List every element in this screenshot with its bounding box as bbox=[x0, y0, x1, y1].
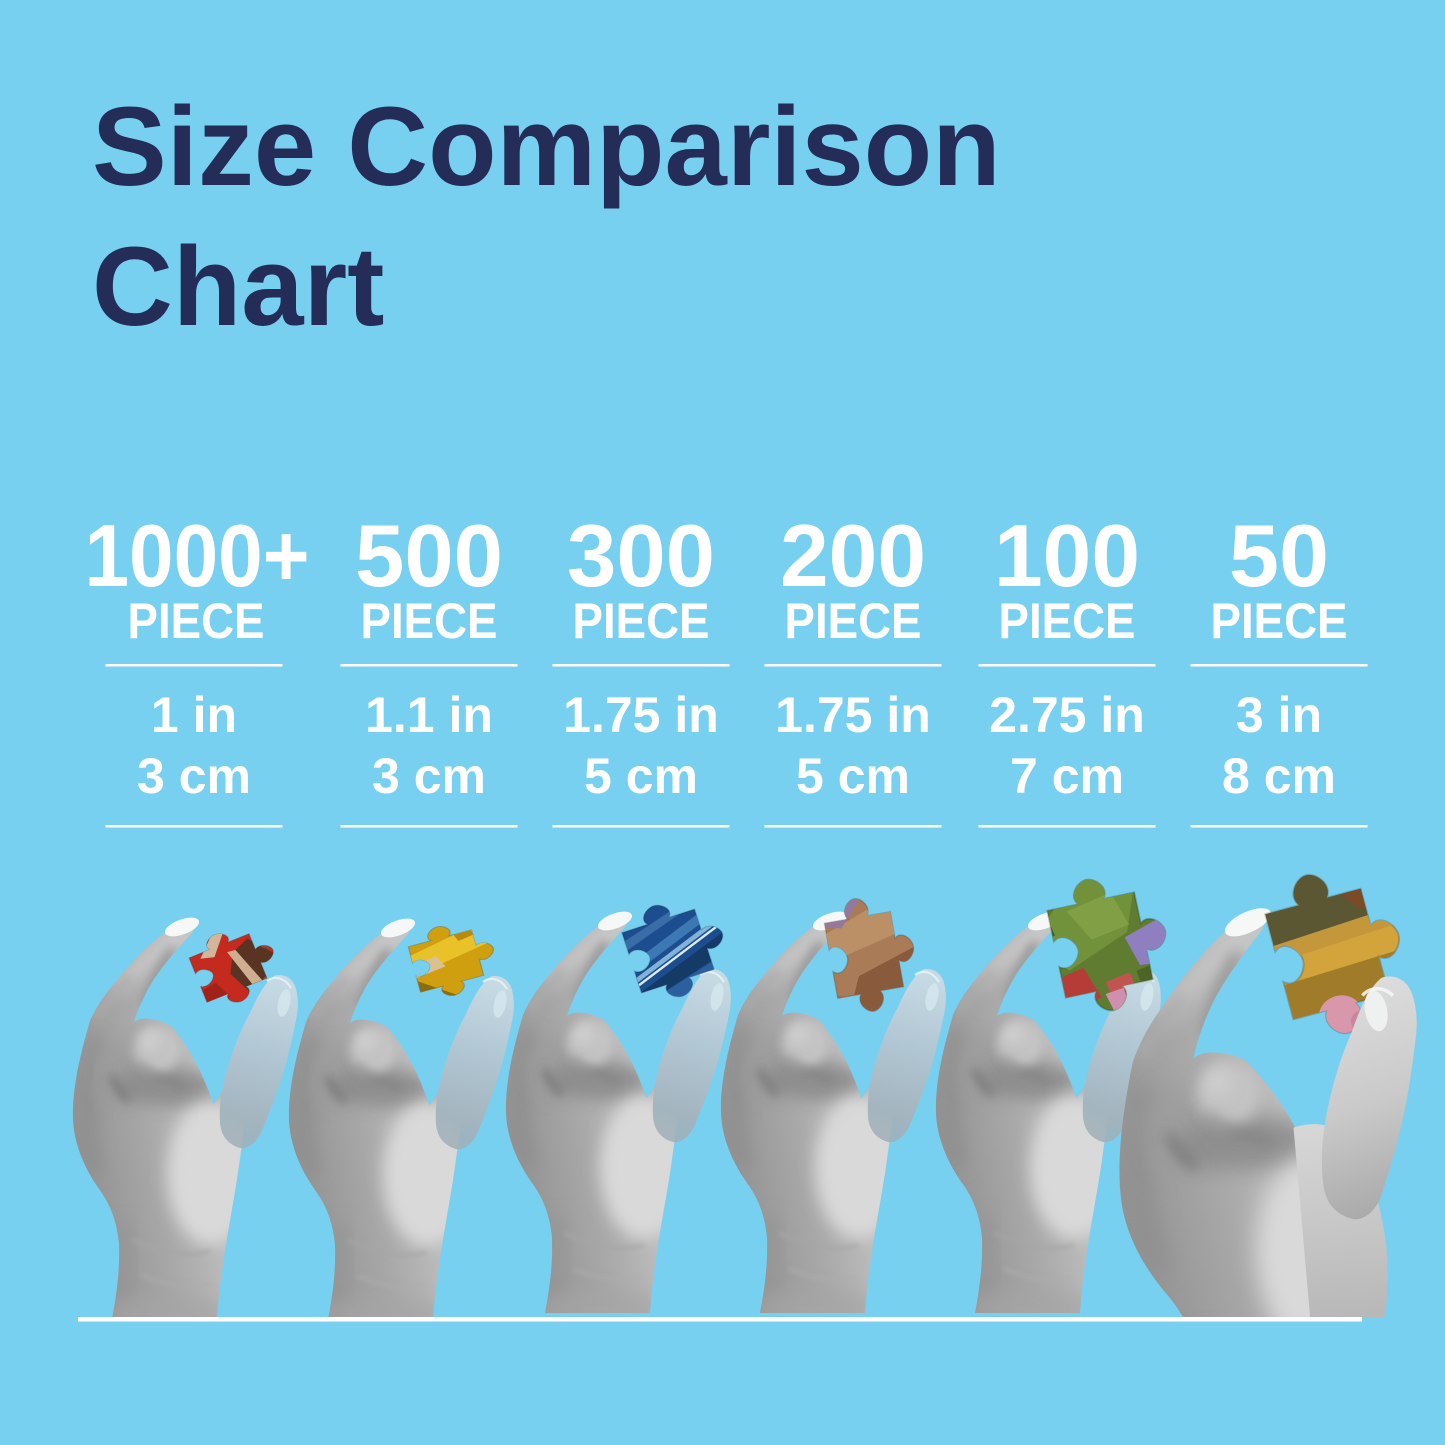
svg-text:Size Comparison: Size Comparison bbox=[92, 84, 1001, 209]
svg-text:5 cm: 5 cm bbox=[584, 748, 698, 804]
svg-text:500: 500 bbox=[355, 506, 503, 605]
svg-text:1.75 in: 1.75 in bbox=[775, 687, 931, 743]
svg-text:1000+: 1000+ bbox=[85, 506, 310, 605]
svg-text:1.1 in: 1.1 in bbox=[365, 687, 493, 743]
svg-text:1.75 in: 1.75 in bbox=[563, 687, 719, 743]
svg-text:PIECE: PIECE bbox=[1211, 593, 1348, 649]
svg-text:3 in: 3 in bbox=[1236, 687, 1322, 743]
svg-text:Chart: Chart bbox=[92, 224, 384, 349]
svg-text:5 cm: 5 cm bbox=[796, 748, 910, 804]
svg-text:50: 50 bbox=[1229, 506, 1329, 605]
svg-text:7 cm: 7 cm bbox=[1010, 748, 1124, 804]
svg-text:100: 100 bbox=[994, 506, 1140, 605]
svg-text:3 cm: 3 cm bbox=[137, 748, 251, 804]
svg-text:PIECE: PIECE bbox=[128, 593, 265, 649]
svg-text:300: 300 bbox=[567, 506, 715, 605]
svg-text:PIECE: PIECE bbox=[573, 593, 710, 649]
svg-text:1 in: 1 in bbox=[151, 687, 237, 743]
svg-text:PIECE: PIECE bbox=[999, 593, 1136, 649]
svg-text:PIECE: PIECE bbox=[361, 593, 498, 649]
svg-text:3 cm: 3 cm bbox=[372, 748, 486, 804]
svg-text:2.75 in: 2.75 in bbox=[989, 687, 1145, 743]
svg-text:200: 200 bbox=[780, 506, 926, 605]
svg-text:8 cm: 8 cm bbox=[1222, 748, 1336, 804]
svg-text:PIECE: PIECE bbox=[785, 593, 922, 649]
